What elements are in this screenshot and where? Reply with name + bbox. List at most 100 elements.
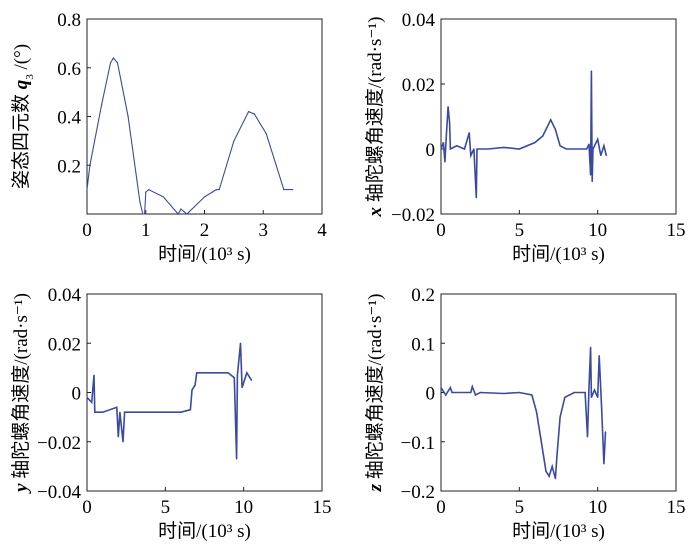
data-point bbox=[518, 391, 520, 394]
data-point bbox=[253, 113, 256, 115]
subplot-3: 0 5 10 15 −0.04 −0.02 0 0.02 0.04 时间/(10³ s) y 轴陀螺… bbox=[10, 285, 332, 542]
data-point bbox=[112, 57, 115, 59]
y-tick-label: 0 bbox=[426, 384, 436, 405]
y-tick-label: −0.02 bbox=[391, 205, 435, 226]
y-tick-label: −0.2 bbox=[401, 482, 435, 503]
data-point bbox=[241, 386, 243, 389]
data-point bbox=[597, 396, 599, 399]
y-axis-label: x 轴陀螺角速度/(rad·s⁻¹) bbox=[364, 17, 386, 218]
x-tick-label: 10 bbox=[588, 497, 607, 518]
data-point bbox=[440, 148, 442, 150]
data-point bbox=[180, 208, 182, 210]
data-point bbox=[442, 141, 444, 144]
y-axis-label-var: q bbox=[11, 79, 32, 89]
y-axis-label-var: y bbox=[11, 483, 32, 494]
data-point bbox=[605, 154, 607, 157]
y-tick-label: 0.02 bbox=[48, 334, 81, 355]
data-point bbox=[117, 436, 119, 438]
y-axis-label-var: x bbox=[365, 206, 386, 217]
data-point bbox=[250, 379, 253, 381]
data-point bbox=[598, 354, 600, 357]
x-tick-label: 3 bbox=[259, 220, 269, 241]
data-point bbox=[603, 145, 605, 147]
data-point bbox=[540, 441, 542, 443]
data-point bbox=[470, 391, 472, 394]
x-axis-label: 时间/(10³ s) bbox=[158, 243, 251, 265]
data-point bbox=[534, 141, 536, 144]
y-axis-label-suffix: 轴陀螺角速度/(rad·s⁻¹) bbox=[364, 17, 386, 207]
axes-frame bbox=[86, 18, 323, 215]
data-point bbox=[196, 372, 198, 374]
data-point bbox=[470, 154, 472, 157]
x-tick-label: 0 bbox=[82, 497, 92, 518]
data-point bbox=[451, 391, 453, 394]
data-point bbox=[440, 386, 442, 389]
data-point bbox=[283, 189, 285, 191]
data-point bbox=[139, 201, 141, 203]
data-point bbox=[586, 436, 589, 438]
data-point bbox=[545, 470, 547, 472]
data-point bbox=[148, 189, 150, 191]
data-point bbox=[449, 148, 451, 150]
data-point bbox=[531, 394, 533, 396]
x-tick-label: 5 bbox=[161, 497, 171, 518]
data-point bbox=[194, 384, 196, 386]
data-point bbox=[247, 111, 250, 113]
data-point bbox=[233, 377, 235, 379]
data-point bbox=[236, 374, 238, 376]
x-tick-label: 15 bbox=[667, 497, 686, 518]
data-point bbox=[215, 189, 217, 191]
data-point bbox=[211, 372, 213, 374]
y-tick-label: 0.8 bbox=[57, 10, 81, 31]
data-point bbox=[292, 189, 294, 191]
data-point bbox=[122, 441, 124, 443]
data-point bbox=[473, 148, 475, 150]
y-tick-label: 0.04 bbox=[48, 285, 82, 306]
data-point bbox=[475, 197, 477, 199]
data-point bbox=[145, 191, 147, 193]
data-point bbox=[591, 180, 593, 183]
x-tick-label: 4 bbox=[317, 220, 327, 241]
x-tick-label: 15 bbox=[313, 497, 332, 518]
data-point bbox=[597, 138, 599, 140]
data-point bbox=[535, 411, 538, 413]
data-point bbox=[183, 210, 185, 213]
data-point bbox=[474, 394, 477, 396]
data-point bbox=[604, 431, 607, 433]
data-point bbox=[142, 213, 144, 215]
data-point bbox=[487, 148, 489, 150]
data-point bbox=[600, 406, 603, 408]
x-tick-label: 0 bbox=[436, 220, 446, 241]
data-point bbox=[603, 463, 605, 465]
data-point bbox=[479, 391, 481, 394]
data-point bbox=[449, 122, 451, 124]
series-line bbox=[440, 347, 607, 479]
y-axis-label-var: z bbox=[365, 483, 386, 492]
data-point bbox=[91, 401, 93, 403]
data-point bbox=[518, 148, 520, 150]
x-tick-label: 5 bbox=[515, 497, 525, 518]
data-point bbox=[133, 411, 135, 413]
y-axis-label-prefix: 姿态四元数 bbox=[10, 89, 32, 189]
axes-frame bbox=[440, 293, 677, 492]
data-point bbox=[127, 115, 129, 118]
data-point bbox=[588, 386, 590, 389]
data-point bbox=[189, 409, 191, 411]
series-line bbox=[440, 70, 608, 198]
data-point bbox=[86, 189, 88, 191]
x-tick-label: 1 bbox=[141, 220, 151, 241]
data-point bbox=[584, 391, 586, 394]
data-point bbox=[559, 416, 561, 418]
data-point bbox=[101, 103, 103, 105]
data-point bbox=[89, 164, 91, 166]
data-point bbox=[471, 385, 473, 388]
y-tick-label: 0.2 bbox=[411, 285, 435, 306]
data-point bbox=[265, 132, 267, 135]
y-axis-label-sub: 3 bbox=[24, 74, 36, 80]
data-point bbox=[233, 140, 235, 142]
data-point bbox=[445, 132, 448, 134]
data-point bbox=[588, 143, 590, 145]
data-point bbox=[600, 154, 602, 157]
